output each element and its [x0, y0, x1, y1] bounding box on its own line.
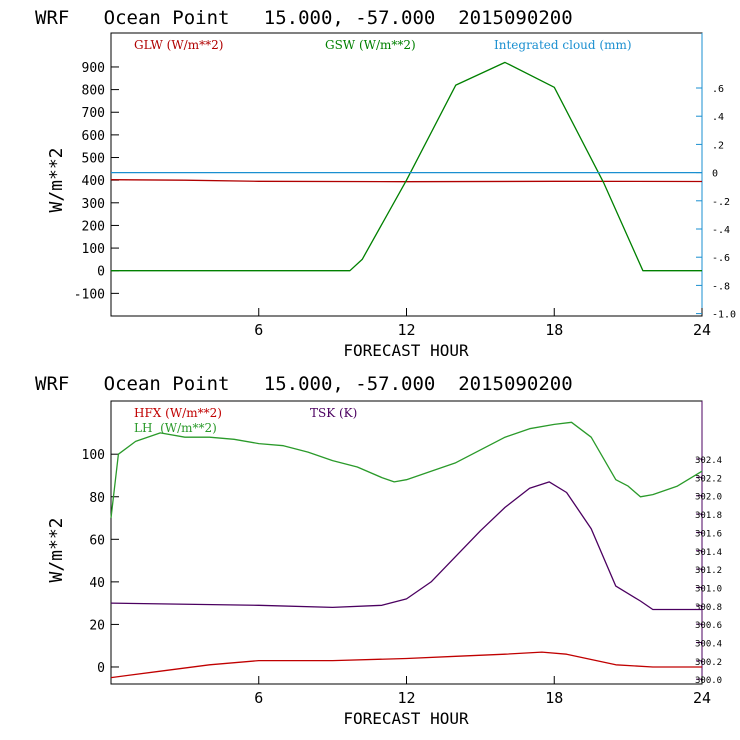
- ylabel-bottom: W/m**2: [46, 517, 67, 582]
- y-tick-label: 0: [97, 265, 105, 280]
- ylabel-top: W/m**2: [46, 147, 67, 212]
- right-tick-label: 300.8: [695, 603, 722, 613]
- x-tick-label: 12: [397, 689, 415, 707]
- legend-tsk: TSK (K): [310, 406, 357, 420]
- y-tick-label: 80: [89, 491, 105, 506]
- plot-frame-top: [110, 32, 703, 317]
- y-tick-label: 40: [89, 576, 105, 591]
- legend-hfx: HFX (W/m**2): [134, 406, 222, 420]
- right-tick-label: .2: [712, 140, 724, 151]
- glw-line: [110, 179, 703, 183]
- x-tick-label: 24: [693, 689, 711, 707]
- lh-line: [110, 421, 703, 519]
- right-tick-label: 302.4: [695, 456, 722, 466]
- chart-title-top: WRF Ocean Point 15.000, -57.000 20150902…: [35, 7, 573, 29]
- right-tick-label: -1.0: [712, 310, 736, 321]
- y-tick-label: 900: [82, 61, 105, 76]
- right-tick-label: -.6: [712, 253, 730, 264]
- y-tick-label: 0: [97, 661, 105, 676]
- x-tick-label: 12: [397, 321, 415, 339]
- right-tick-label: 301.0: [695, 584, 722, 594]
- hfx-line: [110, 651, 702, 679]
- x-tick-label: 6: [254, 689, 263, 707]
- y-tick-label: 20: [89, 618, 105, 633]
- right-tick-label: -.2: [712, 197, 730, 208]
- x-tick-label: 18: [545, 321, 563, 339]
- right-tick-label: .4: [712, 112, 724, 123]
- right-tick-label: 301.8: [695, 511, 722, 521]
- right-tick-label: 0: [712, 169, 718, 180]
- right-tick-label: 302.0: [695, 493, 722, 503]
- plot-frame-bottom: [110, 400, 703, 685]
- tsk-line: [110, 481, 702, 611]
- right-tick-label: 300.4: [695, 640, 722, 650]
- right-tick-label: -.4: [712, 225, 730, 236]
- right-tick-label: 301.2: [695, 566, 722, 576]
- x-tick-label: 18: [545, 689, 563, 707]
- y-tick-label: 400: [82, 174, 105, 189]
- x-tick-label: 24: [693, 321, 711, 339]
- x-tick-label: 6: [254, 321, 263, 339]
- y-tick-label: 500: [82, 152, 105, 167]
- legend-lh: LH (W/m**2): [134, 421, 217, 435]
- y-tick-label: 800: [82, 84, 105, 99]
- y-tick-label: 700: [82, 106, 105, 121]
- xlabel-bottom: FORECAST HOUR: [343, 709, 469, 728]
- y-tick-label: 100: [82, 242, 105, 257]
- y-tick-label: 600: [82, 129, 105, 144]
- y-tick-label: 100: [82, 448, 105, 463]
- chart-title-bottom: WRF Ocean Point 15.000, -57.000 20150902…: [35, 373, 573, 395]
- right-tick-label: 300.0: [695, 676, 722, 686]
- right-tick-label: .6: [712, 84, 724, 95]
- legend-gsw: GSW (W/m**2): [325, 38, 416, 52]
- right-tick-label: 302.2: [695, 474, 722, 484]
- y-tick-label: 200: [82, 219, 105, 234]
- legend-glw: GLW (W/m**2): [134, 38, 223, 52]
- right-tick-label: -.8: [712, 281, 730, 292]
- right-tick-label: 301.4: [695, 548, 722, 558]
- right-tick-label: 301.6: [695, 529, 722, 539]
- y-tick-label: 300: [82, 197, 105, 212]
- right-tick-label: 300.2: [695, 658, 722, 668]
- legend-cloud: Integrated cloud (mm): [494, 38, 632, 52]
- y-tick-label: -100: [74, 287, 105, 302]
- xlabel-top: FORECAST HOUR: [343, 341, 469, 360]
- right-tick-label: 300.6: [695, 621, 722, 631]
- y-tick-label: 60: [89, 533, 105, 548]
- gsw-line: [111, 61, 702, 272]
